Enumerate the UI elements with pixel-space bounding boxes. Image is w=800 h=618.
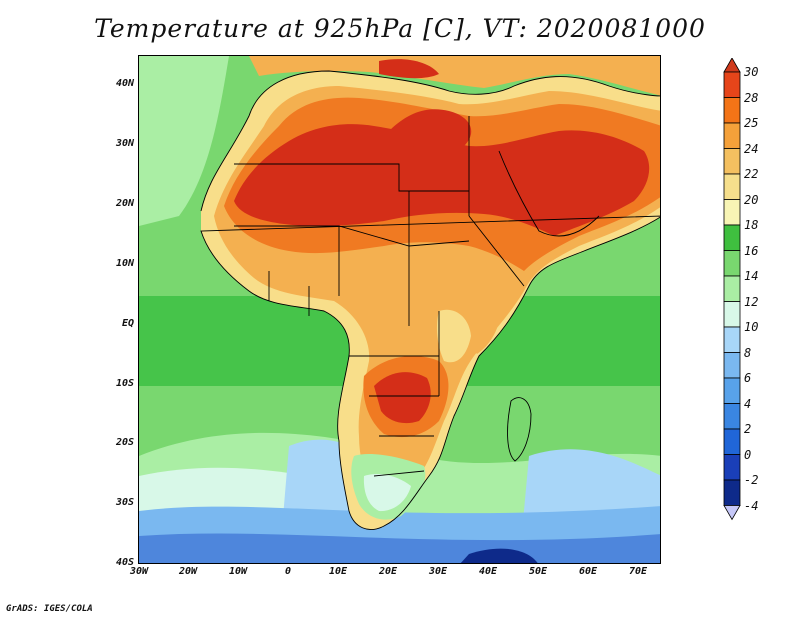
colorbar-swatch (723, 428, 741, 455)
madagascar (507, 397, 531, 461)
colorbar-swatch (723, 479, 741, 506)
colorbar-tick-label: 25 (744, 116, 759, 130)
colorbar-tick-label: 4 (744, 396, 752, 411)
colorbar-tick-label: 10 (744, 320, 759, 334)
lon-label-20w: 20W (178, 566, 198, 577)
colorbar-tick-label: 18 (744, 218, 759, 232)
kalahari-cool (363, 474, 411, 512)
colorbar-swatch (723, 454, 741, 481)
lat-label-20s: 20S (115, 437, 134, 448)
lat-label-eq: EQ (121, 318, 134, 329)
ocean-coldest-patch (460, 548, 538, 563)
angola-hot (374, 372, 431, 424)
lat-label-20n: 20N (115, 198, 134, 209)
colorbar-tick-label: 8 (744, 345, 752, 360)
chart-title: Temperature at 925hPa [C], VT: 202008100… (94, 14, 706, 43)
temperature-map (139, 56, 660, 563)
colorbar-swatch (723, 224, 741, 251)
lon-label-10e: 10E (328, 566, 348, 577)
ocean-canary-mild (139, 56, 229, 226)
lat-label-40s: 40S (115, 557, 134, 568)
colorbar-swatch (723, 148, 741, 175)
colorbar-tick-label: 16 (744, 243, 759, 258)
east-africa-lakes (436, 309, 471, 363)
colorbar-tick-label: 24 (744, 141, 759, 156)
lat-label-30n: 30N (115, 138, 134, 149)
country-borders (200, 70, 660, 530)
colorbar-swatch (723, 97, 741, 124)
lat-label-10n: 10N (115, 258, 134, 269)
lon-label-30e: 30E (428, 566, 448, 577)
colorbar-swatch (723, 275, 741, 302)
colorbar-swatch (723, 352, 741, 379)
colorbar-swatch (723, 250, 741, 277)
colorbar (723, 58, 741, 521)
colorbar-swatch (723, 403, 741, 430)
sahara-hot-core (234, 124, 650, 236)
lon-label-40e: 40E (478, 566, 498, 577)
colorbar-tick-label: 22 (744, 167, 759, 181)
lon-label-70e: 70E (628, 566, 648, 577)
lon-label-60e: 60E (578, 566, 598, 577)
colorbar-swatch (723, 326, 741, 353)
colorbar-swatch (723, 301, 741, 328)
colorbar-tick-label: 6 (744, 371, 752, 385)
colorbar-bottom-arrow (723, 505, 741, 521)
lat-label-30s: 30S (115, 497, 134, 508)
colorbar-swatch (723, 71, 741, 98)
lat-label-40n: 40N (115, 78, 134, 89)
colorbar-tick-label: 28 (744, 90, 759, 105)
colorbar-tick-label: 14 (744, 269, 759, 283)
colorbar-tick-label: 30 (744, 65, 759, 79)
colorbar-tick-label: 20 (744, 192, 759, 207)
lon-label-30w: 30W (129, 566, 149, 577)
colorbar-swatch (723, 377, 741, 404)
colorbar-swatch (723, 199, 741, 226)
ethiopia-highlands (466, 284, 501, 354)
colorbar-swatch (723, 173, 741, 200)
lon-label-20e: 20E (378, 566, 398, 577)
colorbar-swatch (723, 122, 741, 149)
lon-label-10w: 10W (228, 566, 248, 577)
lat-label-10s: 10S (115, 378, 134, 389)
colorbar-top-arrow (723, 58, 741, 73)
colorbar-tick-label: 0 (744, 447, 752, 462)
colorbar-tick-label: 12 (744, 294, 759, 309)
map-panel (138, 55, 661, 564)
colorbar-tick-label: -4 (744, 498, 759, 513)
libya-hot (389, 109, 472, 149)
colorbar-tick-label: 2 (744, 422, 752, 436)
grads-credit: GrADS: IGES/COLA (6, 604, 93, 614)
lon-label-0: 0 (284, 566, 292, 577)
europe-strip (249, 56, 660, 96)
ocean-polar (139, 533, 660, 563)
lon-label-50e: 50E (528, 566, 548, 577)
colorbar-tick-label: -2 (744, 473, 759, 487)
mediterranean-hot (379, 59, 439, 79)
